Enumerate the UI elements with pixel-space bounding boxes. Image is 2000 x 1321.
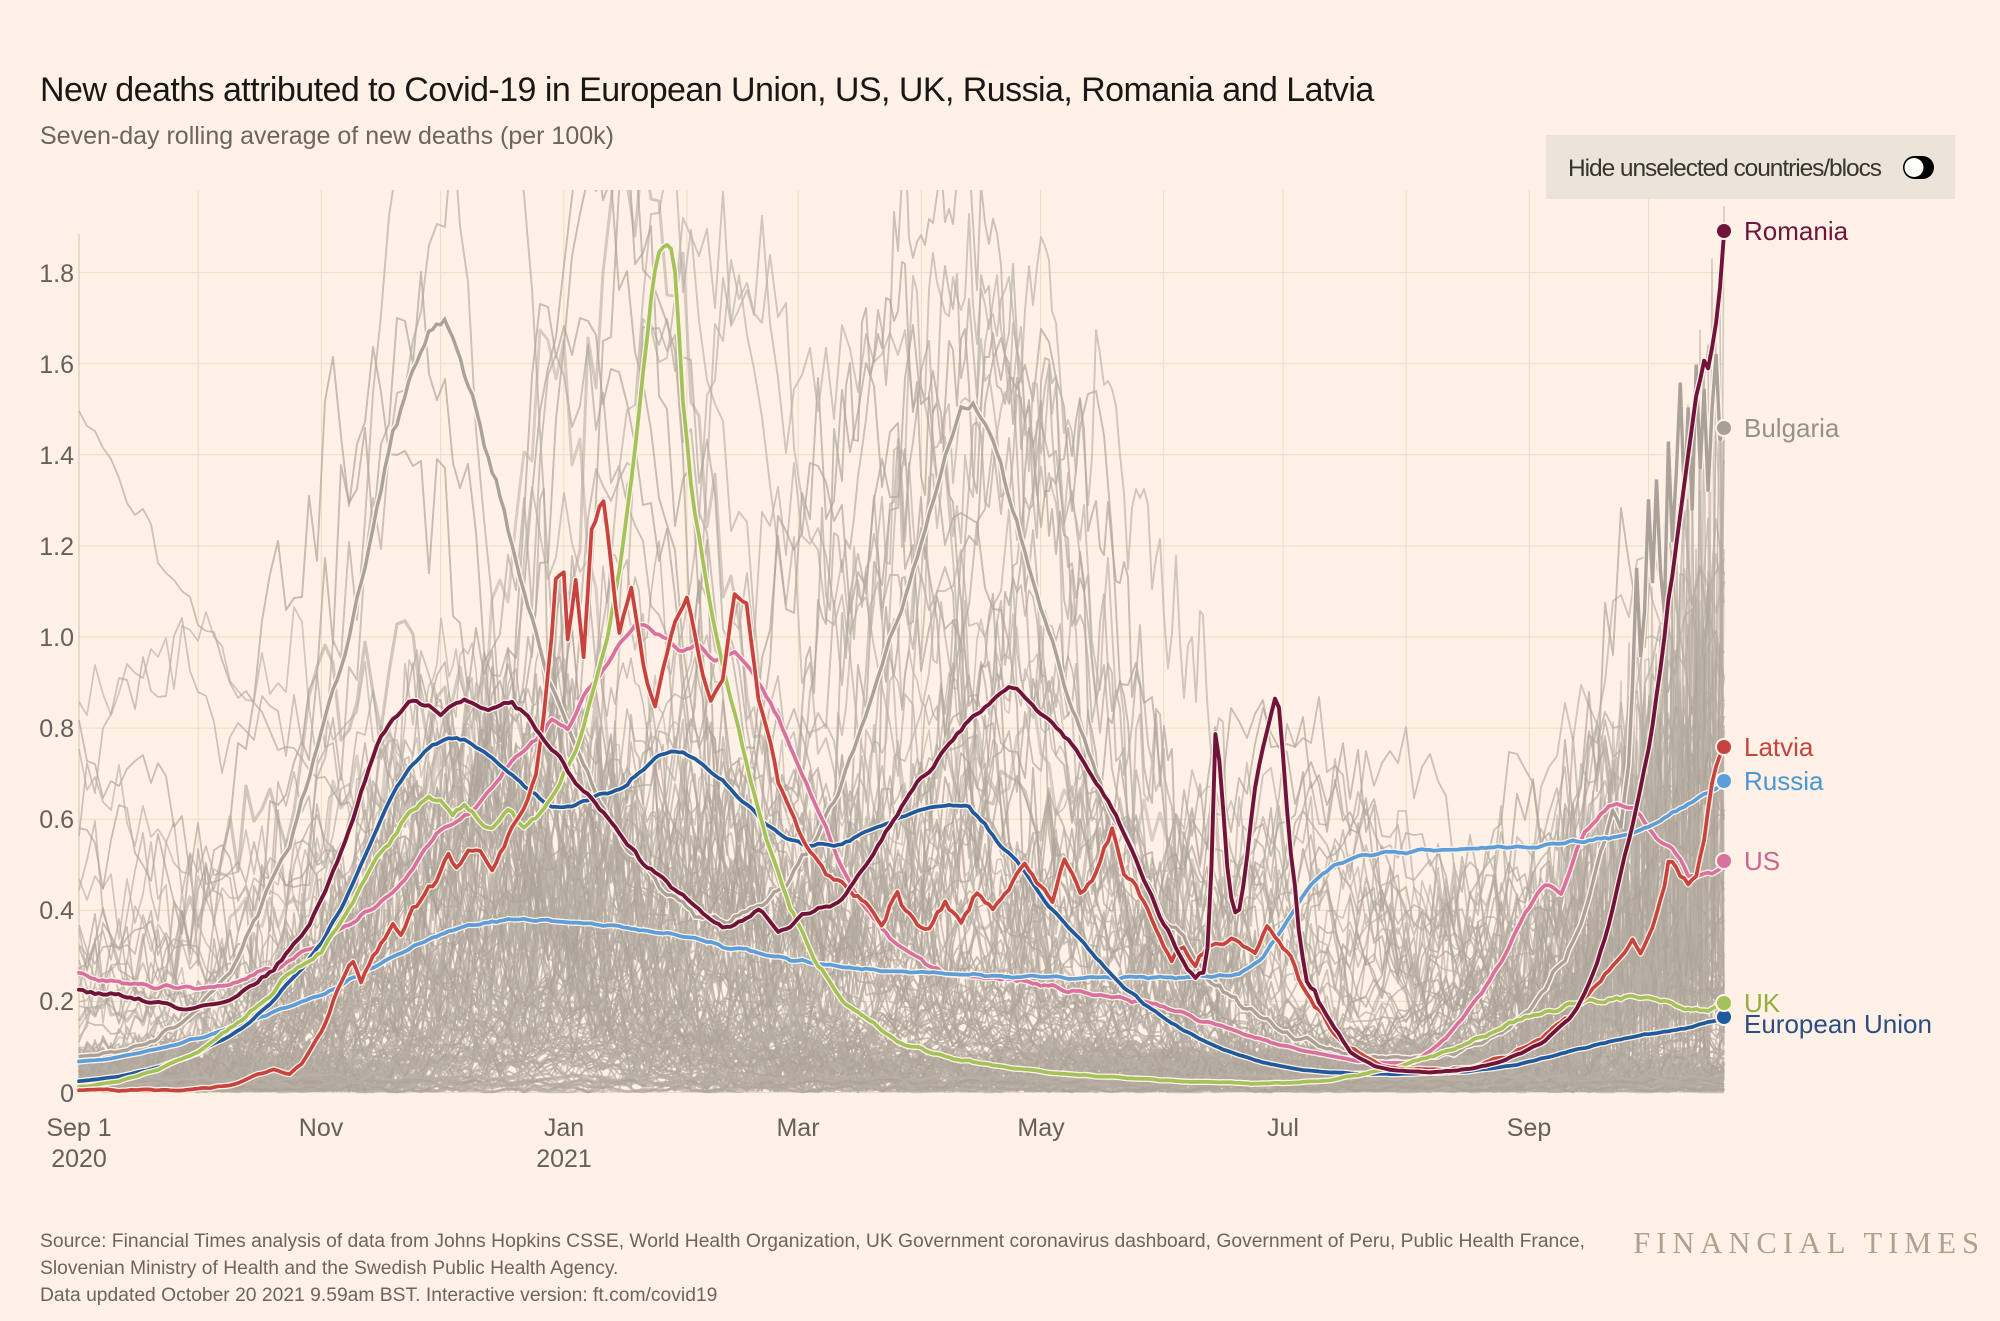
svg-text:Latvia: Latvia — [1744, 732, 1814, 762]
svg-text:Hide unselected countries/bloc: Hide unselected countries/blocs — [1568, 155, 1882, 182]
svg-text:FINANCIAL TIMES: FINANCIAL TIMES — [1633, 1226, 1985, 1260]
svg-text:Jul: Jul — [1267, 1114, 1299, 1142]
svg-text:0: 0 — [60, 1080, 74, 1108]
svg-text:Sep 1: Sep 1 — [46, 1114, 111, 1142]
svg-text:1.8: 1.8 — [39, 260, 74, 288]
svg-text:0.6: 0.6 — [39, 806, 74, 834]
svg-text:Source: Financial Times analys: Source: Financial Times analysis of data… — [40, 1231, 1585, 1252]
svg-text:UK: UK — [1744, 988, 1781, 1018]
svg-text:Romania: Romania — [1744, 216, 1849, 246]
svg-text:Nov: Nov — [299, 1114, 344, 1142]
svg-text:Jan: Jan — [544, 1114, 584, 1142]
svg-text:European Union: European Union — [1744, 1009, 1932, 1039]
svg-text:Seven-day rolling average of n: Seven-day rolling average of new deaths … — [40, 122, 614, 150]
svg-text:2021: 2021 — [536, 1145, 592, 1173]
svg-text:Mar: Mar — [776, 1114, 819, 1142]
svg-text:0.4: 0.4 — [39, 897, 74, 925]
svg-text:1.2: 1.2 — [39, 533, 74, 561]
svg-text:US: US — [1744, 846, 1780, 876]
svg-text:Slovenian Ministry of Health a: Slovenian Ministry of Health and the Swe… — [40, 1258, 618, 1279]
svg-text:May: May — [1017, 1114, 1065, 1142]
svg-text:0.8: 0.8 — [39, 715, 74, 743]
svg-text:1.6: 1.6 — [39, 351, 74, 379]
svg-text:2020: 2020 — [51, 1145, 107, 1173]
svg-text:1.0: 1.0 — [39, 624, 74, 652]
svg-text:New deaths attributed to Covid: New deaths attributed to Covid-19 in Eur… — [40, 71, 1374, 109]
svg-text:Russia: Russia — [1744, 766, 1824, 796]
svg-text:0.2: 0.2 — [39, 988, 74, 1016]
svg-text:Bulgaria: Bulgaria — [1744, 413, 1840, 443]
svg-text:Sep: Sep — [1507, 1114, 1551, 1142]
svg-text:1.4: 1.4 — [39, 442, 74, 470]
svg-text:Data updated October 20 2021 9: Data updated October 20 2021 9.59am BST.… — [40, 1285, 717, 1306]
